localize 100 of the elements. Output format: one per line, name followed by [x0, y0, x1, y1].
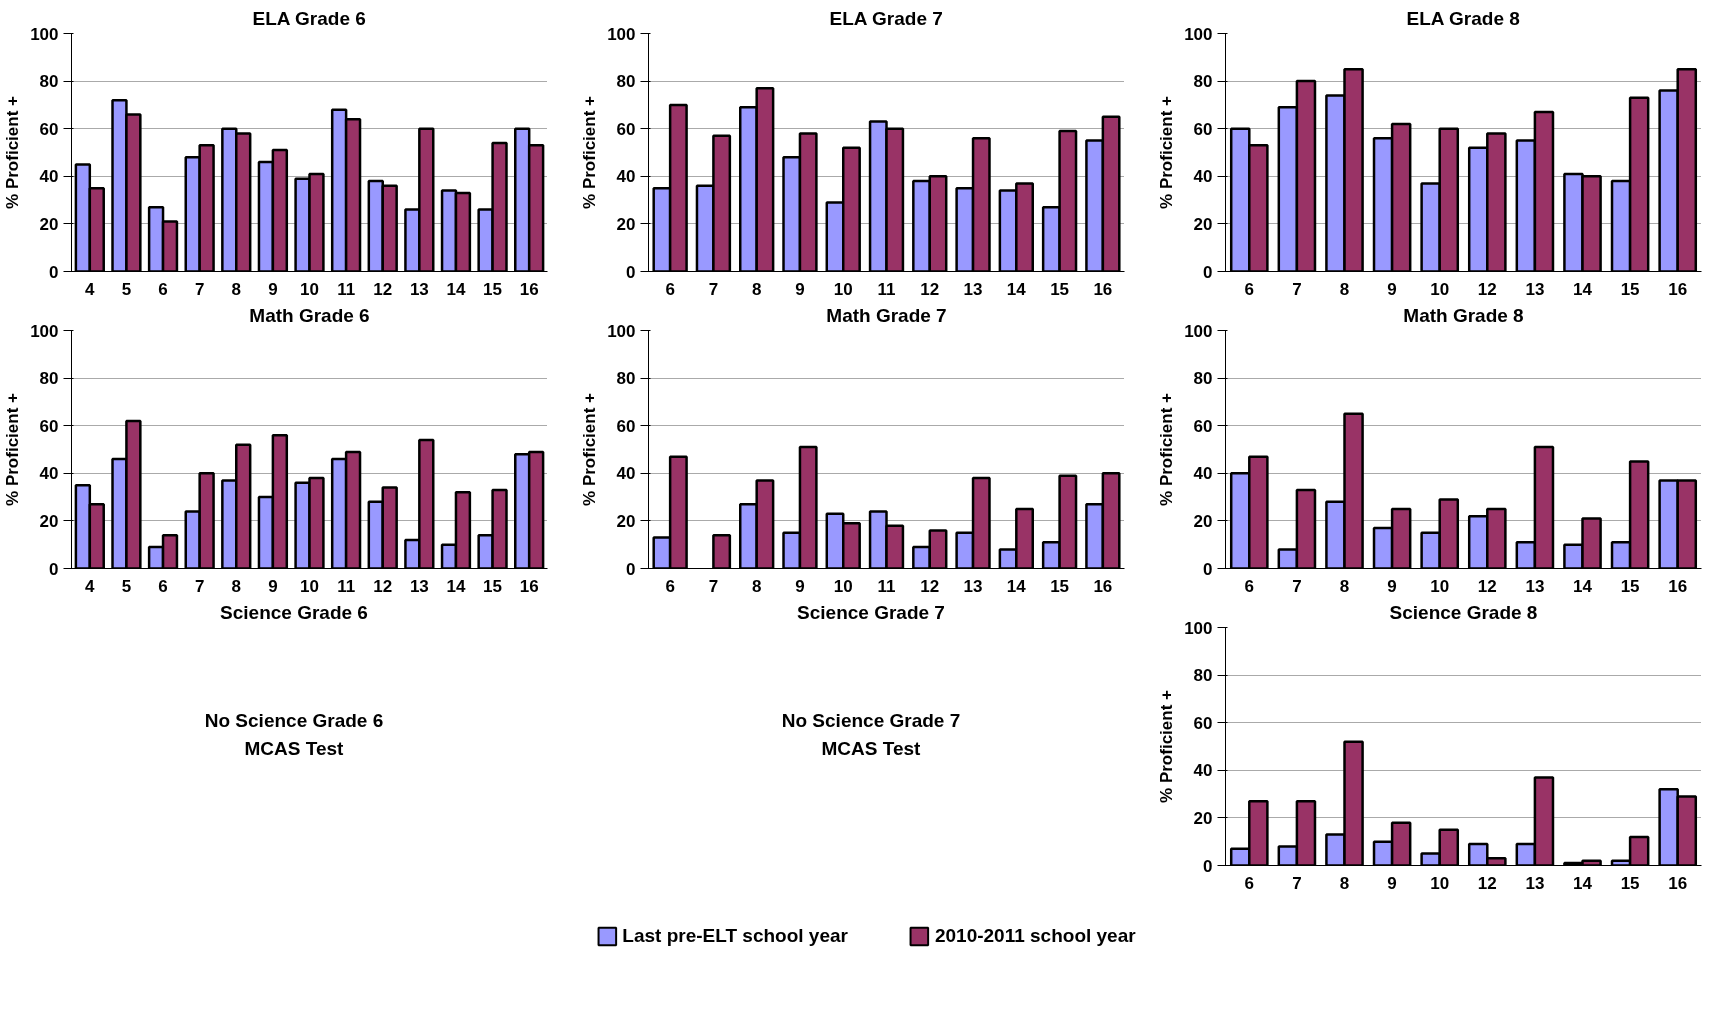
- x-tick-label: 11: [337, 279, 356, 299]
- y-tick-label: 60: [1193, 416, 1213, 436]
- x-tick-label: 15: [483, 279, 503, 299]
- x-tick-label: 14: [1006, 576, 1027, 596]
- y-tick-label: 100: [30, 24, 59, 44]
- y-tick-label: 20: [1193, 808, 1213, 828]
- y-tick-label: 0: [1203, 856, 1213, 876]
- x-tick-label: 13: [1525, 279, 1545, 299]
- y-tick-label: 20: [1193, 214, 1213, 234]
- x-tick-label: 12: [373, 576, 393, 596]
- x-tick-label: 13: [1525, 576, 1545, 596]
- y-tick-label: 60: [1193, 713, 1213, 733]
- x-tick-label: 13: [409, 279, 429, 299]
- y-tick-label: 0: [1203, 262, 1213, 282]
- x-tick-label: 6: [158, 576, 168, 596]
- x-tick-label: 7: [194, 279, 205, 299]
- y-axis-title: % Proficient +: [580, 392, 600, 506]
- x-tick-label: 9: [795, 279, 805, 299]
- x-tick-label: 6: [1244, 576, 1255, 596]
- y-tick-label: 40: [39, 464, 59, 484]
- x-tick-label: 7: [1292, 873, 1302, 893]
- x-tick-label: 15: [1050, 279, 1070, 299]
- y-tick-label: 60: [616, 119, 636, 139]
- x-tick-label: 15: [1620, 576, 1640, 596]
- x-tick-label: 7: [1292, 576, 1302, 596]
- y-tick-label: 80: [39, 369, 59, 389]
- y-tick-label: 100: [607, 321, 636, 341]
- y-tick-label: 0: [49, 262, 59, 282]
- text: Science Grade 7: [797, 601, 945, 623]
- x-tick-label: 12: [1477, 873, 1497, 893]
- x-tick-label: 7: [708, 279, 719, 299]
- y-tick-label: 40: [1193, 761, 1213, 781]
- text: No Science Grade 7 MCAS Test: [781, 710, 961, 759]
- y-tick-label: 100: [1184, 321, 1213, 341]
- y-tick-label: 40: [616, 167, 636, 187]
- chart-title: Math Grade 7: [826, 304, 947, 326]
- x-tick-label: 6: [665, 576, 675, 596]
- x-tick-label: 9: [1387, 576, 1397, 596]
- y-tick-label: 80: [1193, 72, 1213, 92]
- x-tick-label: 5: [121, 576, 132, 596]
- x-tick-label: 5: [121, 279, 132, 299]
- x-tick-label: 8: [751, 576, 762, 596]
- x-tick-label: 13: [963, 576, 983, 596]
- x-tick-label: 9: [268, 279, 278, 299]
- x-tick-label: 14: [446, 279, 466, 299]
- x-tick-label: 7: [194, 576, 205, 596]
- x-tick-label: 4: [85, 576, 96, 596]
- x-tick-label: 6: [1244, 279, 1255, 299]
- x-tick-label: 12: [920, 576, 940, 596]
- x-tick-label: 16: [1093, 576, 1113, 596]
- x-tick-label: 10: [833, 576, 853, 596]
- x-tick-label: 4: [85, 279, 96, 299]
- y-tick-label: 20: [39, 214, 59, 234]
- y-tick-label: 0: [626, 262, 636, 282]
- x-tick-label: 9: [795, 576, 805, 596]
- legend-label: 2010-2011 school year: [934, 925, 1136, 947]
- y-tick-label: 80: [1193, 666, 1213, 686]
- x-tick-label: 8: [1339, 576, 1350, 596]
- y-tick-label: 0: [1203, 559, 1213, 579]
- y-tick-label: 20: [616, 214, 636, 234]
- x-tick-label: 12: [373, 279, 393, 299]
- x-tick-label: 13: [409, 576, 429, 596]
- x-tick-label: 10: [300, 576, 319, 596]
- y-tick-label: 60: [616, 416, 636, 436]
- y-tick-label: 20: [616, 511, 636, 531]
- x-tick-label: 15: [483, 576, 503, 596]
- y-tick-label: 100: [1184, 618, 1213, 638]
- y-tick-label: 60: [39, 119, 59, 139]
- x-tick-label: 8: [1339, 873, 1350, 893]
- y-tick-label: 80: [616, 369, 636, 389]
- chart-title: Math Grade 8: [1403, 304, 1524, 326]
- x-tick-label: 11: [877, 279, 896, 299]
- x-tick-label: 9: [1387, 279, 1397, 299]
- x-tick-label: 14: [1006, 279, 1027, 299]
- x-tick-label: 9: [1387, 873, 1397, 893]
- x-tick-label: 12: [1477, 576, 1497, 596]
- y-tick-label: 100: [607, 24, 636, 44]
- x-tick-label: 11: [337, 576, 356, 596]
- x-tick-label: 10: [833, 279, 853, 299]
- y-tick-label: 0: [626, 559, 636, 579]
- x-tick-label: 12: [920, 279, 940, 299]
- x-tick-label: 7: [708, 576, 719, 596]
- x-tick-label: 15: [1620, 279, 1640, 299]
- x-tick-label: 15: [1050, 576, 1070, 596]
- text: Science Grade 6: [220, 601, 368, 623]
- x-tick-label: 6: [1244, 873, 1255, 893]
- y-tick-label: 40: [39, 167, 59, 187]
- y-axis-title: % Proficient +: [3, 392, 23, 506]
- x-tick-label: 13: [963, 279, 983, 299]
- y-tick-label: 80: [39, 72, 59, 92]
- x-tick-label: 8: [231, 576, 242, 596]
- x-tick-label: 16: [519, 279, 539, 299]
- y-tick-label: 100: [30, 321, 59, 341]
- x-tick-label: 10: [1430, 873, 1450, 893]
- chart-title: ELA Grade 6: [252, 7, 366, 29]
- chart-title: ELA Grade 8: [1406, 7, 1520, 29]
- x-tick-label: 15: [1620, 873, 1640, 893]
- x-tick-label: 14: [1573, 576, 1593, 596]
- legend-label: Last pre-ELT school year: [622, 925, 848, 947]
- y-axis-title: % Proficient +: [1157, 392, 1177, 506]
